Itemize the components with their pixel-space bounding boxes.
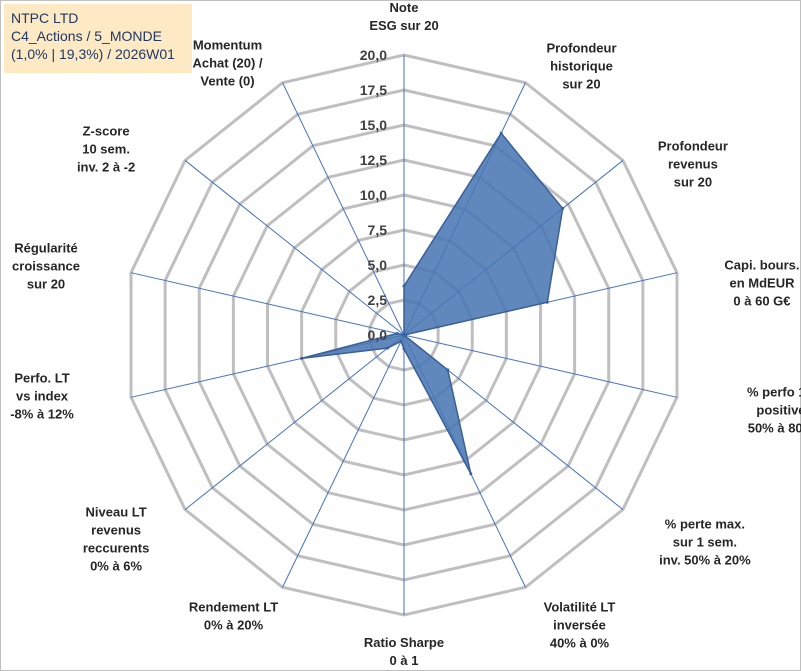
axis-spoke bbox=[282, 334, 405, 588]
axis-label: 0% à 6% bbox=[90, 559, 142, 574]
axis-label: sur 20 bbox=[27, 277, 65, 292]
data-point bbox=[402, 284, 406, 288]
axis-spoke bbox=[184, 160, 405, 336]
tick-label: 7,5 bbox=[368, 222, 388, 238]
data-point bbox=[499, 131, 503, 135]
axis-label: Ratio Sharpe bbox=[364, 635, 444, 650]
axis-label: 0% à 20% bbox=[204, 617, 264, 632]
axis-label: inv. 2 à -2 bbox=[77, 159, 135, 174]
tick-label: 2,5 bbox=[368, 292, 388, 308]
axis-label: % perte max. bbox=[665, 517, 745, 532]
series-layer bbox=[300, 131, 565, 476]
axis-label: Achat (20) / bbox=[192, 56, 262, 71]
axis-spoke bbox=[184, 334, 405, 510]
data-point bbox=[386, 346, 390, 350]
tick-label: 15,0 bbox=[360, 117, 387, 133]
axis-label: Z-score bbox=[83, 123, 130, 138]
axis-label: Volatilité LT bbox=[544, 599, 616, 614]
axis-label: vs index bbox=[16, 388, 69, 403]
tick-label: 5,0 bbox=[368, 257, 388, 273]
data-point bbox=[446, 368, 450, 372]
axis-label: % perfo 1A bbox=[747, 384, 801, 399]
axis-spoke bbox=[282, 82, 405, 336]
data-point bbox=[399, 339, 403, 343]
tick-layer: 0,0 2,5 5,0 7,5 10,0 12,5 15,0 17,5 20,0 bbox=[360, 47, 387, 343]
data-point bbox=[469, 472, 473, 476]
info-box: NTPC LTD C4_Actions / 5_MONDE (1,0% | 19… bbox=[4, 4, 192, 73]
axis-label: Capi. bours. bbox=[724, 258, 799, 273]
axis-spoke bbox=[130, 272, 405, 336]
axis-label: 40% à 0% bbox=[550, 635, 610, 650]
axis-label: inversée bbox=[553, 617, 606, 632]
series-area bbox=[300, 132, 564, 475]
data-point bbox=[300, 356, 304, 360]
tick-label: 17,5 bbox=[360, 82, 387, 98]
axis-label: croissance bbox=[12, 259, 80, 274]
axis-label: Régularité bbox=[14, 241, 78, 256]
axis-label: Note bbox=[390, 0, 419, 15]
axis-label: Niveau LT bbox=[86, 505, 147, 520]
tick-label: 12,5 bbox=[360, 152, 387, 168]
company-name: NTPC LTD bbox=[11, 10, 79, 26]
axis-label: Profondeur bbox=[658, 138, 728, 153]
axis-label: revenus bbox=[668, 156, 718, 171]
axis-label: sur 1 sem. bbox=[673, 535, 737, 550]
axis-label: 0 à 1 bbox=[390, 653, 419, 668]
axis-label: ESG sur 20 bbox=[369, 18, 438, 33]
axis-label: sur 20 bbox=[562, 77, 600, 92]
category-label: C4_Actions / 5_MONDE bbox=[11, 28, 162, 44]
tick-label: 0,0 bbox=[368, 327, 388, 343]
axis-label: revenus bbox=[91, 523, 141, 538]
axis-label: Perfo. LT bbox=[14, 370, 69, 385]
axis-label: positive bbox=[756, 402, 801, 417]
axis-label: sur 20 bbox=[674, 174, 712, 189]
axis-label-layer: Note ESG sur 20 Profondeur historique sur 20… bbox=[10, 0, 801, 668]
data-point bbox=[545, 300, 549, 304]
axis-label: 0 à 60 G€ bbox=[733, 294, 790, 309]
data-point bbox=[402, 333, 406, 337]
axis-label: inv. 50% à 20% bbox=[659, 553, 751, 568]
data-point bbox=[395, 331, 399, 335]
axis-label: Profondeur bbox=[546, 41, 616, 56]
axis-spoke bbox=[403, 334, 678, 398]
data-point bbox=[402, 347, 406, 351]
axis-label: 50% à 80% bbox=[748, 420, 801, 435]
tick-label: 10,0 bbox=[360, 187, 387, 203]
axis-label: Rendement LT bbox=[189, 599, 278, 614]
data-point bbox=[561, 206, 565, 210]
axis-label: Vente (0) bbox=[200, 74, 254, 89]
axis-label: en MdEUR bbox=[729, 276, 795, 291]
axis-label: 10 sem. bbox=[82, 141, 130, 156]
axis-label: historique bbox=[550, 59, 613, 74]
axis-label: -8% à 12% bbox=[10, 406, 74, 421]
axis-label: Momentum bbox=[193, 38, 262, 53]
period-label: (1,0% | 19,3%) / 2026W01 bbox=[11, 46, 175, 62]
axis-label: reccurents bbox=[83, 541, 149, 556]
tick-label: 20,0 bbox=[360, 47, 387, 63]
